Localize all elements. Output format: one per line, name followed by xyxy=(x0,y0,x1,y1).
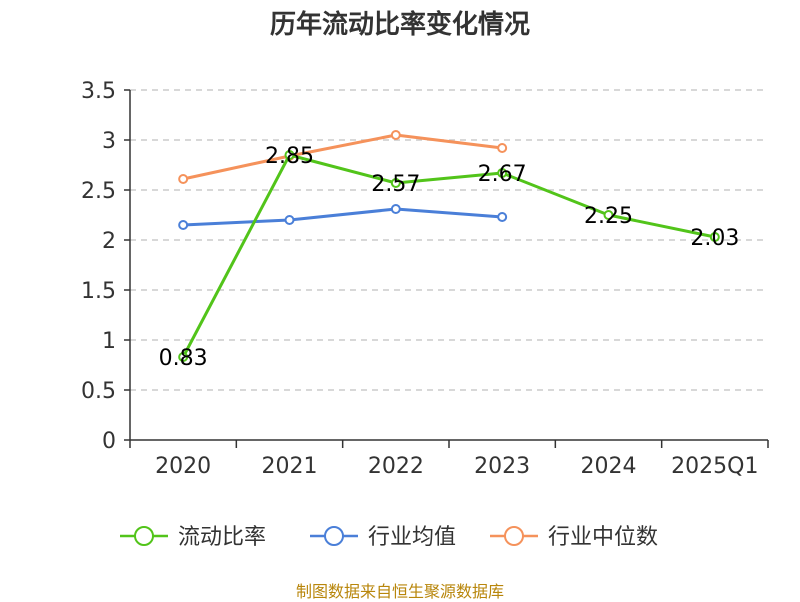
data-point xyxy=(178,352,189,362)
y-tick-label: 1.5 xyxy=(81,279,116,304)
legend-label: 行业中位数 xyxy=(548,525,658,550)
y-tick-label: 3.5 xyxy=(81,79,116,104)
data-point xyxy=(390,204,401,214)
legend-item[interactable]: 流动比率 xyxy=(120,525,266,550)
y-tick-label: 3 xyxy=(102,129,116,154)
data-point xyxy=(390,178,401,188)
data-point xyxy=(178,174,189,184)
data-point xyxy=(497,212,508,222)
legend-item[interactable]: 行业均值 xyxy=(310,525,456,550)
grid-lines xyxy=(130,89,768,391)
data-label: 2.85 xyxy=(265,144,314,169)
data-label: 2.67 xyxy=(478,162,527,187)
data-point xyxy=(603,210,614,220)
data-label: 2.03 xyxy=(690,226,739,251)
legend-item[interactable]: 行业中位数 xyxy=(490,525,658,550)
legend-marker-icon xyxy=(134,526,154,546)
x-tick-label: 2022 xyxy=(368,454,424,479)
data-label: 2.25 xyxy=(584,204,633,229)
data-point xyxy=(284,150,295,160)
x-tick-label: 2024 xyxy=(581,454,637,479)
series-line xyxy=(182,133,503,181)
legend-marker-icon xyxy=(324,526,344,546)
source-note: 制图数据来自恒生聚源数据库 xyxy=(295,582,504,601)
data-point xyxy=(178,220,189,230)
y-tick-label: 1 xyxy=(102,329,116,354)
axes: 0 0.5 1 1.5 2 2.5 3 3.5 2020 2021 2022 2023 2024 2025… xyxy=(81,79,769,479)
x-tick-label: 2021 xyxy=(262,454,318,479)
x-tick-label: 2020 xyxy=(155,454,211,479)
data-label: 2.57 xyxy=(371,172,420,197)
legend[interactable]: 流动比率 行业均值 行业中位数 xyxy=(120,525,658,550)
data-point xyxy=(497,168,508,178)
legend-label: 流动比率 xyxy=(178,525,266,550)
y-tick-label: 0 xyxy=(102,429,116,454)
series-line xyxy=(183,207,503,227)
x-tick-label: 2023 xyxy=(474,454,530,479)
y-tick-label: 2.5 xyxy=(81,179,116,204)
data-label: 0.83 xyxy=(159,346,208,371)
data-point xyxy=(284,215,295,225)
series-line xyxy=(181,153,716,358)
data-point xyxy=(390,130,401,140)
data-labels: 0.83 2.85 2.57 2.67 2.25 2.03 xyxy=(159,144,740,371)
series-group xyxy=(178,130,720,362)
chart-title: 历年流动比率变化情况 xyxy=(269,10,530,40)
legend-label: 行业均值 xyxy=(368,525,456,550)
data-point xyxy=(709,232,720,242)
legend-marker-icon xyxy=(504,526,524,546)
y-tick-label: 0.5 xyxy=(81,379,116,404)
x-tick-label: 2025Q1 xyxy=(671,454,758,479)
y-tick-label: 2 xyxy=(102,229,116,254)
data-point xyxy=(497,143,508,153)
